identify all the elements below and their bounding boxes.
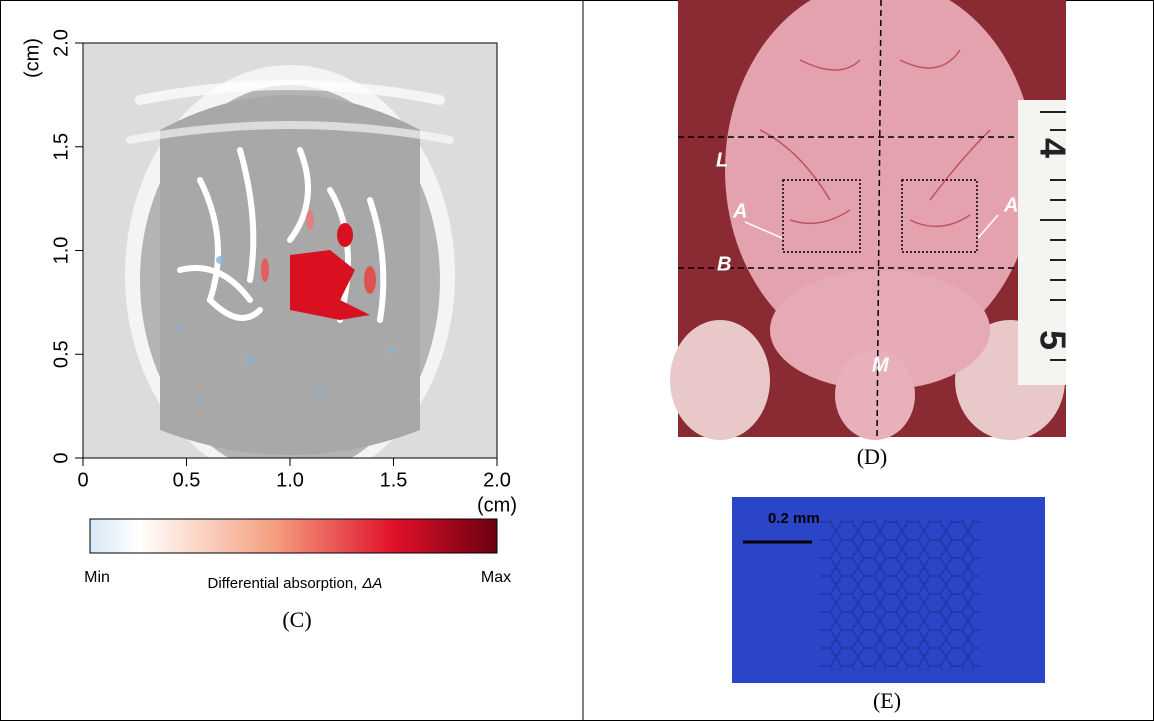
x-tick-label: 0.5 xyxy=(173,469,201,491)
y-tick-label: 2.0 xyxy=(50,29,72,57)
x-tick-label: 2.0 xyxy=(483,469,511,491)
caption-e: (E) xyxy=(873,688,901,713)
ruler-label: 5 xyxy=(1032,330,1073,350)
figure: 0 0.5 1.0 1.5 2.0 0 0.5 1.0 1.5 2.0 (cm) (cm) Min… xyxy=(0,0,1154,721)
x-tick-label: 1.0 xyxy=(276,469,304,491)
x-tick-label: 0 xyxy=(77,469,88,491)
colorbar xyxy=(90,519,497,553)
caption-d: (D) xyxy=(857,444,888,469)
colorbar-label-text: Differential absorption, xyxy=(208,575,358,592)
x-tick-label: 1.5 xyxy=(380,469,408,491)
caption-c: (C) xyxy=(282,607,311,632)
label-a-right: A xyxy=(1003,194,1018,216)
label-m: M xyxy=(872,354,890,376)
x-unit: (cm) xyxy=(477,494,517,516)
label-l: L xyxy=(716,149,728,171)
brain-photo xyxy=(670,0,1066,440)
label-b: B xyxy=(717,253,731,275)
ruler-label: 4 xyxy=(1032,138,1073,158)
heatmap xyxy=(83,43,497,485)
y-tick-label: 1.5 xyxy=(50,133,72,161)
scale-bar-label: 0.2 mm xyxy=(768,510,820,527)
colorbar-label: Differential absorption,ΔA xyxy=(208,575,383,592)
colorbar-min: Min xyxy=(84,569,110,586)
y-tick-label: 1.0 xyxy=(50,237,72,265)
y-unit: (cm) xyxy=(21,38,43,78)
y-tick-label: 0.5 xyxy=(50,340,72,368)
colorbar-symbol: ΔA xyxy=(361,575,382,592)
label-a-left: A xyxy=(732,200,747,222)
y-tick-label: 0 xyxy=(50,452,72,463)
colorbar-max: Max xyxy=(481,569,511,586)
